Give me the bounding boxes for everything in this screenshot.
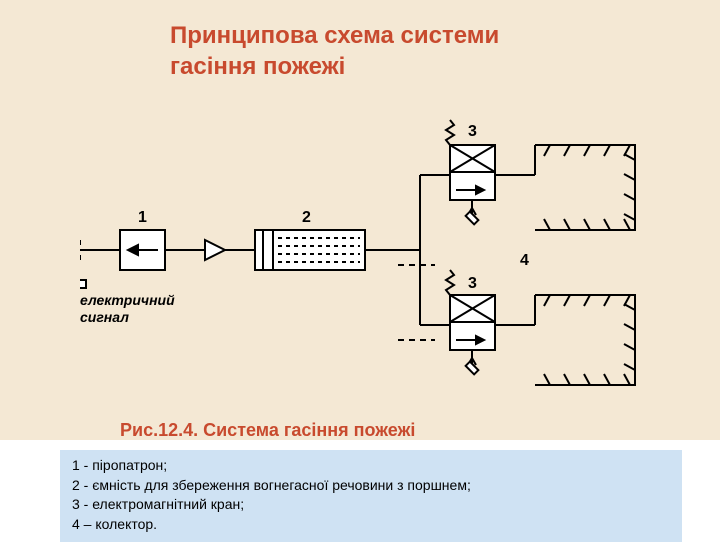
legend-box: 1 - піропатрон; 2 - ємність для збережен…: [60, 450, 682, 542]
slide-title: Принципова схема системигасіння пожежі: [170, 20, 499, 82]
figure-caption: Рис.12.4. Система гасіння пожежі: [120, 420, 415, 441]
label-4: 4: [520, 252, 529, 269]
label-3-bottom: 3: [468, 275, 477, 292]
legend-row-1: 1 - піропатрон;: [72, 456, 672, 476]
title-text: Принципова схема системигасіння пожежі: [170, 22, 499, 80]
signal-label-line1: електричний: [80, 292, 175, 308]
legend-row-4: 4 – колектор.: [72, 515, 672, 535]
signal-label-line2: сигнал: [80, 309, 129, 325]
legend-row-3: 3 - електромагнітний кран;: [72, 495, 672, 515]
schematic-diagram: 1 2 3 3 4 електричний сигнал: [80, 90, 640, 400]
label-1: 1: [138, 209, 147, 226]
legend-row-2: 2 - ємність для збереження вогнегасної р…: [72, 476, 672, 496]
caption-text: Рис.12.4. Система гасіння пожежі: [120, 420, 415, 440]
label-3-top: 3: [468, 123, 477, 140]
label-2: 2: [302, 209, 311, 226]
